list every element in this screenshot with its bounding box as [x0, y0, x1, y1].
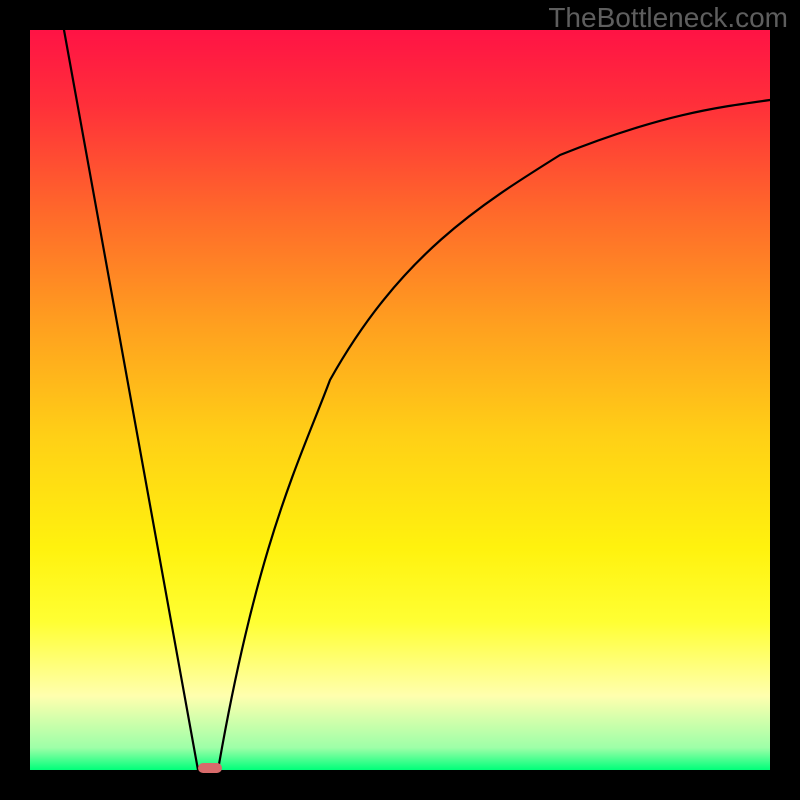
- bottleneck-chart: [0, 0, 800, 800]
- watermark-text: TheBottleneck.com: [548, 2, 788, 34]
- bottleneck-marker: [198, 763, 222, 773]
- chart-container: TheBottleneck.com: [0, 0, 800, 800]
- plot-area: [30, 30, 770, 770]
